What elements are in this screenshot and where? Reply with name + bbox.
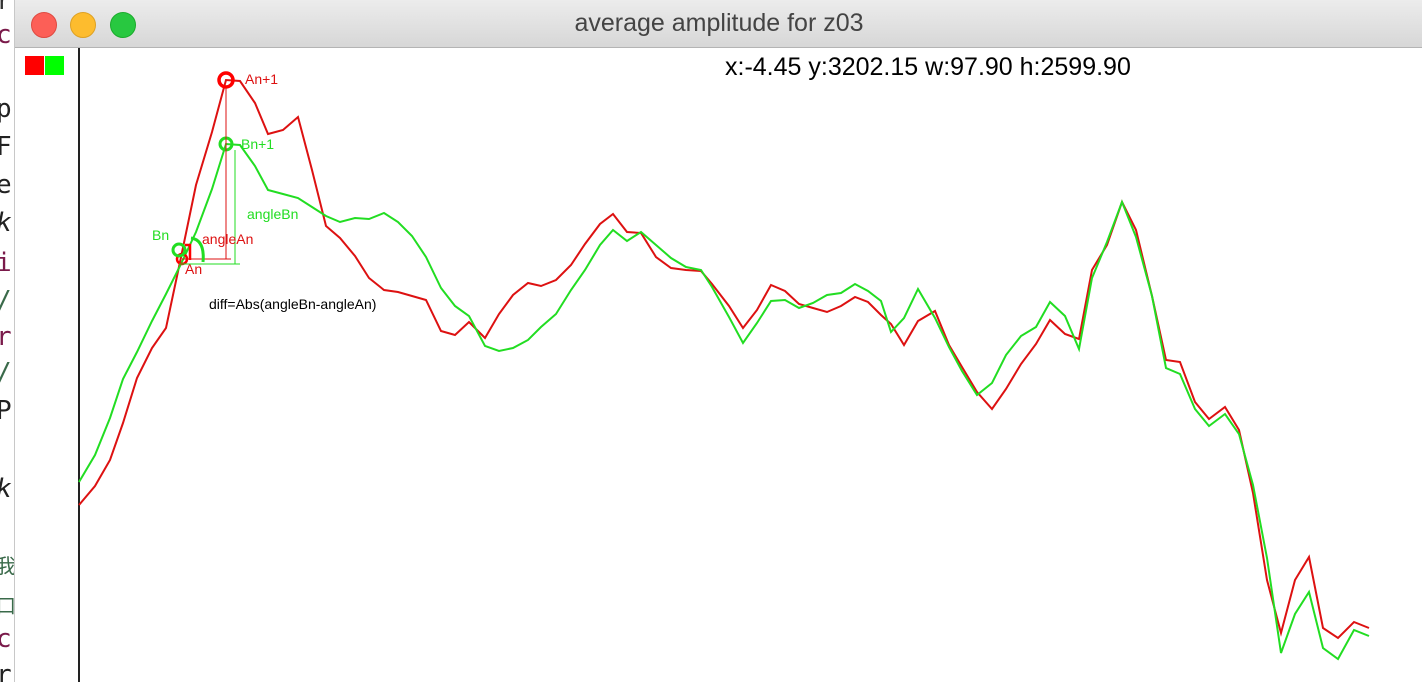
code-fragment: k	[0, 208, 12, 238]
bn-label: Bn	[152, 227, 169, 243]
series-b-line	[78, 142, 1370, 661]
zoom-button[interactable]	[110, 12, 136, 38]
plot-canvas[interactable]: An+1 Bn+1 angleBn angleAn Bn An diff=Abs…	[15, 0, 1422, 682]
y-axis-line	[78, 48, 80, 682]
angle-bn-label: angleBn	[247, 206, 298, 222]
angle-an-label: angleAn	[202, 231, 253, 247]
code-fragment: P	[0, 396, 12, 426]
minimize-button[interactable]	[70, 12, 96, 38]
window-title: average amplitude for z03	[574, 9, 864, 37]
series-b-swatch	[45, 56, 64, 75]
code-fragment: c	[0, 624, 12, 654]
series-a-line	[78, 78, 1370, 640]
code-fragment: k	[0, 474, 12, 504]
plot-window[interactable]: average amplitude for z03 x:-4.45 y:3202…	[14, 0, 1422, 682]
code-fragment: e.	[0, 170, 14, 200]
code-fragment: /	[0, 286, 12, 316]
code-fragment: 我	[0, 554, 14, 578]
close-button[interactable]	[31, 12, 57, 38]
code-fragment: r	[0, 322, 12, 352]
bn-marker	[171, 242, 187, 258]
code-fragment: r	[0, 0, 12, 16]
coordinate-readout: x:-4.45 y:3202.15 w:97.90 h:2599.90	[725, 53, 1131, 81]
title-bar[interactable]: average amplitude for z03	[15, 0, 1422, 48]
code-fragment: p	[0, 94, 12, 124]
code-fragment: c	[0, 20, 12, 50]
code-fragment: r	[0, 660, 12, 682]
angle-bn-arc	[190, 236, 205, 263]
bn-plus-1-label: Bn+1	[241, 136, 274, 152]
series-a-swatch	[25, 56, 44, 75]
code-fragment: 口	[0, 594, 14, 618]
diff-formula-label: diff=Abs(angleBn-angleAn)	[209, 296, 376, 312]
an-plus-1-label: An+1	[245, 71, 278, 87]
code-fragment: i	[0, 248, 12, 278]
an-label: An	[185, 261, 202, 277]
code-fragment: Fr	[0, 132, 14, 162]
angle-an-arc	[185, 243, 192, 260]
background-code-editor: r c p Fr e. k i / r / P k 我 口 c r	[0, 0, 14, 682]
an-plus-1-marker	[217, 71, 235, 89]
code-fragment: /	[0, 358, 12, 388]
